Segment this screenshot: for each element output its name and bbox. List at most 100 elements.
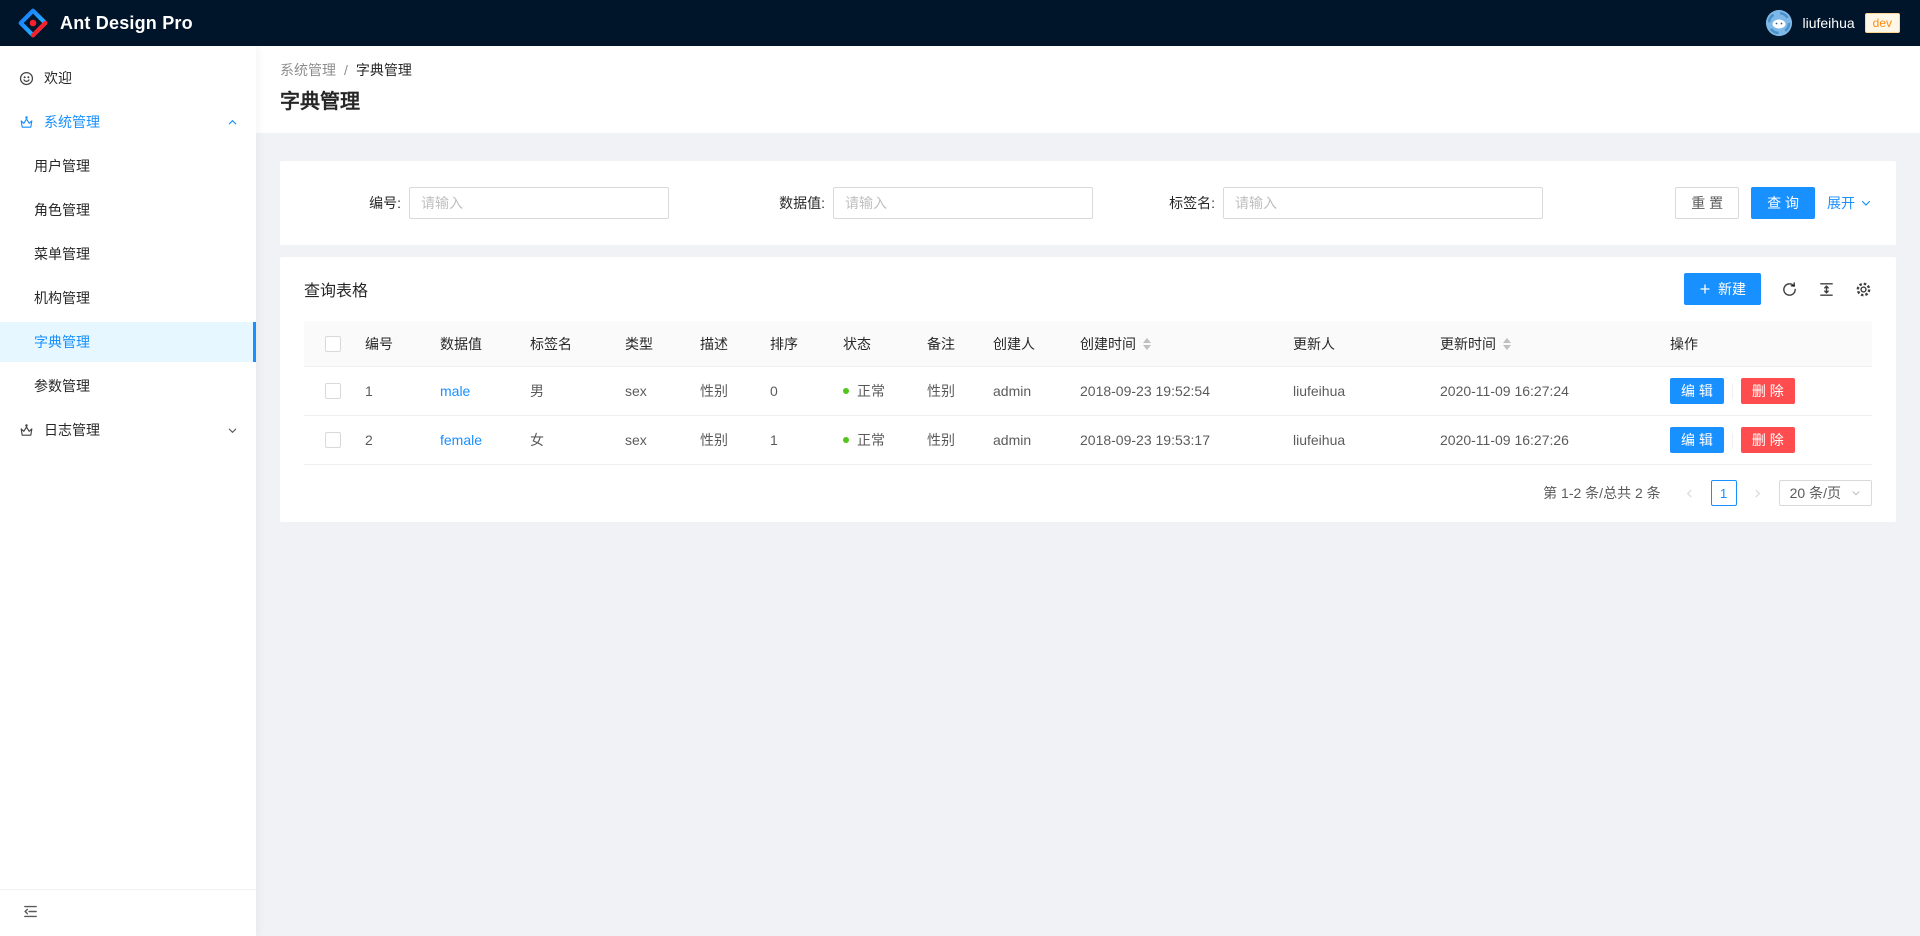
page-size-select[interactable]: 20 条/页 — [1778, 480, 1872, 506]
delete-button[interactable]: 删 除 — [1740, 378, 1795, 404]
crown-icon — [18, 423, 34, 438]
column-header: 备注 — [927, 335, 955, 352]
expand-label: 展开 — [1827, 195, 1855, 211]
username: liufeihua — [1802, 15, 1855, 31]
status-badge: 正常 — [843, 381, 885, 401]
chevron-down-icon — [227, 425, 238, 436]
divider — [1731, 432, 1733, 448]
cell-remark: 性别 — [927, 383, 955, 399]
cell-updater: liufeihua — [1293, 432, 1346, 448]
sidebar-item-label: 机构管理 — [34, 290, 90, 306]
sidebar-footer — [0, 889, 256, 936]
column-header: 描述 — [700, 335, 728, 352]
cell-updated: 2020-11-09 16:27:24 — [1440, 383, 1569, 399]
query-table-card: 查询表格 新建 — [280, 257, 1896, 522]
sidebar-item-welcome[interactable]: 欢迎 — [0, 58, 256, 98]
pagination: 第 1-2 条/总共 2 条 1 20 条/页 — [280, 465, 1896, 506]
user-menu[interactable]: liufeihua — [1766, 10, 1855, 36]
column-header: 排序 — [770, 335, 798, 352]
cell-id: 1 — [365, 383, 373, 399]
sidebar-item-log-mgmt[interactable]: 日志管理 — [0, 410, 256, 450]
main-content: 系统管理 / 字典管理 字典管理 编号: 数据值: — [256, 46, 1920, 936]
sidebar-item-param-mgmt[interactable]: 参数管理 — [0, 366, 256, 406]
sidebar-item-label: 字典管理 — [34, 334, 90, 350]
id-search-input[interactable] — [409, 187, 669, 219]
field-label: 编号: — [369, 195, 401, 211]
cell-id: 2 — [365, 432, 373, 448]
menu-fold-icon[interactable] — [22, 903, 39, 920]
app-header: Ant Design Pro liufeihua dev — [0, 0, 1920, 46]
sidebar-item-dict-mgmt[interactable]: 字典管理 — [0, 322, 256, 362]
search-field-id: 编号: — [304, 187, 669, 219]
settings-gear-icon[interactable] — [1855, 281, 1872, 298]
query-button[interactable]: 查 询 — [1751, 187, 1815, 219]
sort-caret-icon[interactable] — [1143, 337, 1151, 350]
cell-type: sex — [625, 432, 647, 448]
cell-created: 2018-09-23 19:53:17 — [1080, 432, 1210, 448]
ant-design-logo-icon — [18, 8, 48, 38]
breadcrumb: 系统管理 / 字典管理 — [280, 59, 1896, 81]
app-title: Ant Design Pro — [60, 12, 193, 33]
row-checkbox[interactable] — [325, 383, 341, 399]
logo-area[interactable]: Ant Design Pro — [18, 8, 193, 38]
delete-button[interactable]: 删 除 — [1740, 427, 1795, 453]
row-checkbox[interactable] — [325, 432, 341, 448]
column-header: 数据值 — [440, 335, 482, 352]
cell-type: sex — [625, 383, 647, 399]
prev-page-button[interactable] — [1677, 480, 1703, 506]
page-title: 字典管理 — [280, 91, 360, 113]
cell-sort: 0 — [770, 383, 778, 399]
column-header: 标签名 — [530, 335, 572, 352]
pagination-total: 第 1-2 条/总共 2 条 — [1543, 485, 1661, 501]
crown-icon — [18, 115, 34, 130]
edit-button[interactable]: 编 辑 — [1670, 427, 1724, 453]
tag-search-input[interactable] — [1223, 187, 1543, 219]
cell-updater: liufeihua — [1293, 383, 1346, 399]
breadcrumb-separator: / — [344, 62, 348, 78]
sidebar-item-label: 参数管理 — [34, 378, 90, 394]
breadcrumb-current: 字典管理 — [355, 62, 412, 78]
page-header: 系统管理 / 字典管理 字典管理 — [256, 46, 1920, 133]
expand-toggle[interactable]: 展开 — [1827, 193, 1872, 213]
reset-button[interactable]: 重 置 — [1675, 187, 1740, 219]
sidebar-item-label: 菜单管理 — [34, 246, 90, 262]
new-button[interactable]: 新建 — [1684, 273, 1761, 305]
cell-value-link[interactable]: female — [440, 432, 483, 448]
breadcrumb-parent[interactable]: 系统管理 — [280, 62, 336, 78]
cell-remark: 性别 — [927, 432, 955, 448]
sidebar-item-role-mgmt[interactable]: 角色管理 — [0, 190, 256, 230]
avatar — [1766, 10, 1793, 36]
column-height-icon[interactable] — [1818, 281, 1835, 298]
field-label: 标签名: — [1169, 195, 1215, 211]
sidebar-menu: 欢迎 系统管理 用户管理 角色管理 菜单管理 机构管理 — [0, 46, 256, 450]
status-dot-icon — [843, 388, 849, 394]
column-header-sortable[interactable]: 更新时间 — [1440, 334, 1670, 354]
next-page-button[interactable] — [1745, 480, 1771, 506]
divider — [1731, 383, 1733, 399]
cell-updated: 2020-11-09 16:27:26 — [1440, 432, 1569, 448]
page-1-button[interactable]: 1 — [1710, 480, 1737, 506]
table-title: 查询表格 — [304, 283, 369, 300]
cell-creator: admin — [993, 383, 1032, 399]
cell-tag: 男 — [530, 383, 544, 399]
sidebar-item-menu-mgmt[interactable]: 菜单管理 — [0, 234, 256, 274]
sidebar-item-label: 系统管理 — [44, 114, 100, 130]
value-search-input[interactable] — [833, 187, 1093, 219]
sort-caret-icon[interactable] — [1503, 337, 1511, 350]
edit-button[interactable]: 编 辑 — [1670, 378, 1724, 404]
sidebar-item-label: 用户管理 — [34, 158, 90, 174]
sidebar-item-system-mgmt[interactable]: 系统管理 — [0, 102, 256, 142]
field-label: 数据值: — [779, 195, 825, 211]
cell-created: 2018-09-23 19:52:54 — [1080, 383, 1210, 399]
sidebar-item-org-mgmt[interactable]: 机构管理 — [0, 278, 256, 318]
select-all-checkbox[interactable] — [325, 335, 341, 352]
search-field-value: 数据值: — [741, 187, 1093, 219]
sidebar-item-user-mgmt[interactable]: 用户管理 — [0, 146, 256, 186]
column-header-sortable[interactable]: 创建时间 — [1080, 334, 1293, 354]
search-form-card: 编号: 数据值: 标签名: 重 置 查 询 — [280, 161, 1896, 245]
chevron-up-icon — [227, 117, 238, 128]
reload-icon[interactable] — [1781, 281, 1798, 298]
cell-creator: admin — [993, 432, 1032, 448]
cell-value-link[interactable]: male — [440, 383, 471, 399]
data-table: 编号 数据值 标签名 类型 描述 排序 状态 备注 创建人 创建时间 更新人 更 — [280, 321, 1896, 465]
